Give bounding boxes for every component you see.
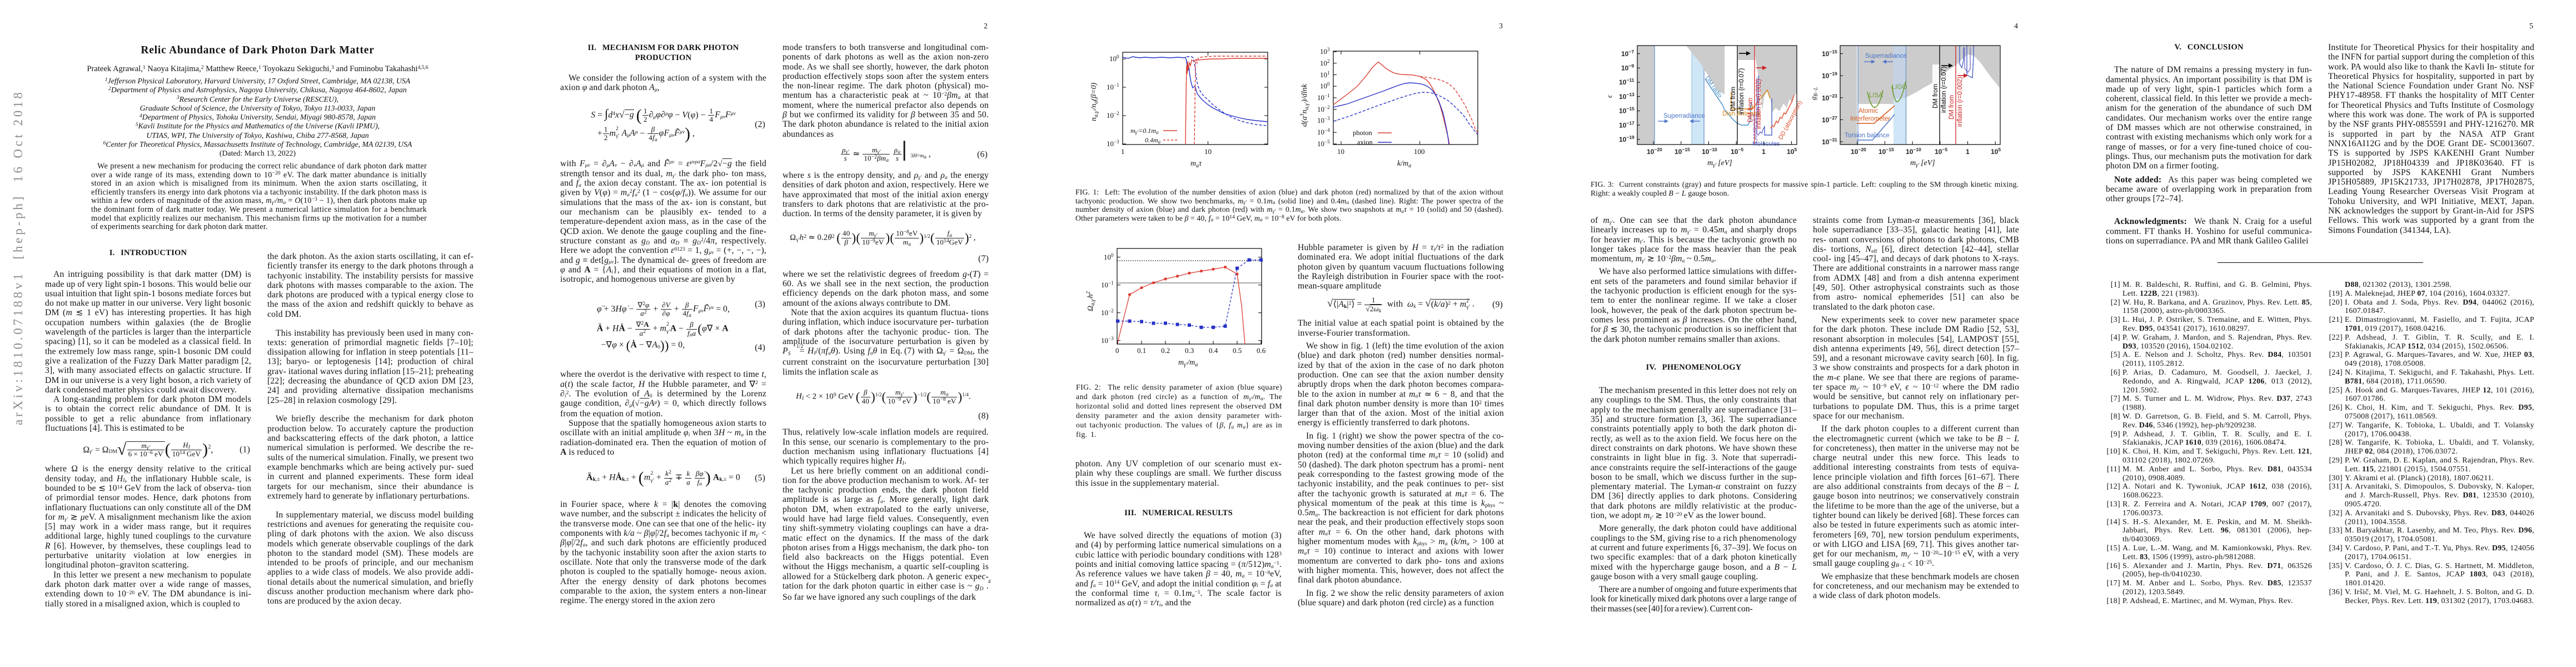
svg-text:100: 100 xyxy=(1109,54,1119,63)
svg-text:inflation (r=0.002): inflation (r=0.002) xyxy=(1957,77,1964,127)
svg-text:0: 0 xyxy=(1115,346,1119,355)
svg-text:Dish Antenna: Dish Antenna xyxy=(1722,111,1761,117)
svg-text:10−5: 10−5 xyxy=(1731,147,1743,156)
svg-text:DM from: DM from xyxy=(1932,84,1939,108)
svg-text:Ωa,γ′h2: Ωa,γ′h2 xyxy=(1085,291,1096,311)
svg-text:100: 100 xyxy=(1320,81,1330,90)
svg-text:na,γ′/na(β=0): na,γ′/na(β=0) xyxy=(1090,82,1099,121)
svg-text:d(a3na,γ′)/dlnk: d(a3na,γ′)/dlnk xyxy=(1299,83,1310,127)
svg-text:10−27: 10−27 xyxy=(1822,115,1837,124)
svg-text:1: 1 xyxy=(1121,147,1125,156)
svg-text:10−5: 10−5 xyxy=(1317,139,1330,148)
svg-text:Torsion balance: Torsion balance xyxy=(1845,132,1890,139)
svg-text:0.5: 0.5 xyxy=(1233,346,1242,355)
svg-text:LAMPOST: LAMPOST xyxy=(1752,114,1759,143)
svg-text:10: 10 xyxy=(1337,147,1344,156)
svg-text:1: 1 xyxy=(1762,148,1766,156)
svg-text:10−3: 10−3 xyxy=(1107,139,1119,148)
svg-text:10−31: 10−31 xyxy=(1822,137,1837,146)
svg-text:0.2: 0.2 xyxy=(1161,346,1170,355)
svg-text:Superradiance: Superradiance xyxy=(1663,113,1705,120)
svg-text:10−9: 10−9 xyxy=(1621,63,1634,72)
svg-text:102: 102 xyxy=(1320,58,1330,67)
svg-text:10−5: 10−5 xyxy=(1935,147,1947,156)
svg-text:mγ′ [eV]: mγ′ [eV] xyxy=(1910,159,1935,168)
svg-text:mγ′=0.1ma: mγ′=0.1ma xyxy=(1130,127,1159,135)
svg-text:10−15: 10−15 xyxy=(1822,49,1837,58)
svg-text:105: 105 xyxy=(1991,147,2001,156)
svg-text:Superradiance: Superradiance xyxy=(1865,53,1907,59)
svg-text:10−1: 10−1 xyxy=(1107,82,1119,91)
svg-text:mγ′/ma: mγ′/ma xyxy=(1178,359,1198,368)
svg-text:10−1: 10−1 xyxy=(1101,280,1114,289)
svg-text:0.4: 0.4 xyxy=(1209,346,1218,355)
svg-text:10−20: 10−20 xyxy=(1851,147,1866,156)
svg-text:inflation (r=0.07): inflation (r=0.07) xyxy=(1738,68,1745,115)
svg-text:10−17: 10−17 xyxy=(1619,120,1635,129)
svg-text:Atomic: Atomic xyxy=(1858,108,1878,115)
svg-text:10−7: 10−7 xyxy=(1621,49,1634,58)
svg-text:10−1: 10−1 xyxy=(1317,93,1330,102)
svg-text:0.4ma: 0.4ma xyxy=(1145,136,1161,145)
svg-text:k/ma: k/ma xyxy=(1397,160,1411,169)
svg-text:10−4: 10−4 xyxy=(1317,127,1330,136)
svg-text:ϵ: ϵ xyxy=(1605,94,1613,98)
svg-text:axion: axion xyxy=(1357,138,1373,146)
svg-text:0.6: 0.6 xyxy=(1257,346,1266,355)
svg-text:0.1: 0.1 xyxy=(1137,346,1146,355)
svg-text:10−10: 10−10 xyxy=(1702,147,1717,156)
svg-text:DM from: DM from xyxy=(1730,87,1737,111)
svg-text:gB−L: gB−L xyxy=(1809,87,1818,100)
svg-text:105: 105 xyxy=(1787,147,1797,156)
svg-text:10−11: 10−11 xyxy=(1619,77,1635,86)
svg-text:0.3: 0.3 xyxy=(1185,346,1194,355)
svg-text:10−2: 10−2 xyxy=(1107,111,1119,120)
svg-text:10−15: 10−15 xyxy=(1879,147,1894,156)
svg-text:10−20: 10−20 xyxy=(1647,147,1662,156)
svg-text:10−19: 10−19 xyxy=(1822,71,1837,80)
svg-text:10−15: 10−15 xyxy=(1619,106,1635,115)
svg-text:100: 100 xyxy=(1414,147,1425,156)
svg-text:LISA: LISA xyxy=(1869,92,1883,99)
svg-text:1: 1 xyxy=(1966,148,1970,156)
svg-text:Molecules: Molecules xyxy=(1752,141,1780,147)
svg-text:10−10: 10−10 xyxy=(1906,147,1921,156)
svg-text:10: 10 xyxy=(1204,147,1212,156)
svg-text:photon: photon xyxy=(1353,129,1372,137)
svg-text:inflation (r=0.07): inflation (r=0.07) xyxy=(1941,66,1947,113)
svg-text:10−13: 10−13 xyxy=(1619,92,1635,101)
svg-text:Interferometer: Interferometer xyxy=(1850,116,1890,122)
svg-text:DM from: DM from xyxy=(1949,95,1955,120)
svg-text:inflation (r=0.002): inflation (r=0.002) xyxy=(1756,79,1762,129)
svg-text:10−2: 10−2 xyxy=(1101,308,1114,317)
svg-text:mγ′ [eV]: mγ′ [eV] xyxy=(1707,159,1732,168)
svg-text:100: 100 xyxy=(1104,252,1114,261)
svg-text:103: 103 xyxy=(1320,47,1330,56)
svg-text:10−23: 10−23 xyxy=(1822,93,1837,102)
svg-text:DM from: DM from xyxy=(1747,98,1754,122)
svg-text:maτ: maτ xyxy=(1190,160,1202,169)
svg-text:10−2: 10−2 xyxy=(1317,104,1330,113)
svg-text:10−3: 10−3 xyxy=(1317,116,1330,125)
svg-text:LIGO: LIGO xyxy=(1892,84,1907,91)
svg-text:10−3: 10−3 xyxy=(1101,336,1114,345)
svg-text:10−15: 10−15 xyxy=(1675,147,1690,156)
svg-text:10−19: 10−19 xyxy=(1619,135,1635,143)
svg-text:101: 101 xyxy=(1320,70,1330,79)
